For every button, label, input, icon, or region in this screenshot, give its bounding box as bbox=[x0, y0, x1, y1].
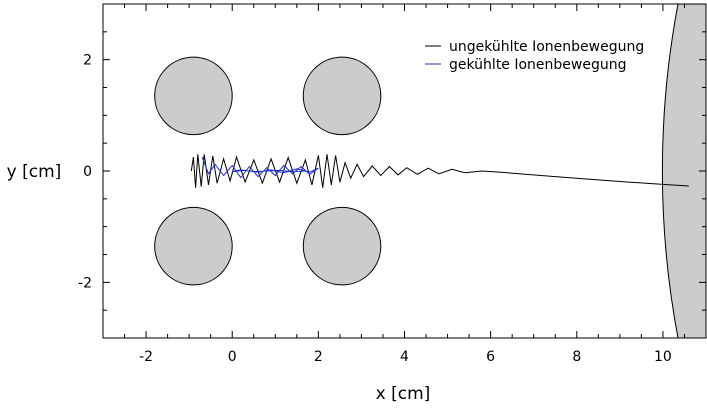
series-line-1 bbox=[190, 154, 689, 188]
x-tick-label: -2 bbox=[139, 349, 153, 365]
electrode-circle-1 bbox=[154, 56, 233, 136]
tick-labels-layer: -2 0 2 4 6 8 10 -2 0 2 bbox=[78, 53, 672, 365]
x-tick-label: 4 bbox=[400, 349, 409, 365]
x-axis-label: x [cm] bbox=[376, 384, 431, 404]
x-tick-label: 6 bbox=[486, 349, 495, 365]
y-tick-label: 0 bbox=[83, 164, 92, 180]
legend-label-gekuehlt: gekühlte Ionenbewegung bbox=[449, 57, 627, 73]
x-tick-label: 10 bbox=[654, 349, 672, 365]
y-tick-label: -2 bbox=[78, 275, 92, 291]
x-tick-label: 0 bbox=[228, 349, 237, 365]
electrode-circle-3 bbox=[154, 206, 233, 286]
series-line-2 bbox=[201, 156, 319, 179]
electrode-circle-2 bbox=[302, 56, 382, 136]
electrodes-layer bbox=[154, 4, 706, 338]
detector-arc bbox=[661, 4, 706, 338]
electrode-circle-4 bbox=[302, 206, 382, 286]
legend-label-ungekuehlt: ungekühlte Ionenbewegung bbox=[449, 39, 644, 55]
series-layer bbox=[190, 154, 689, 188]
y-axis-label: y [cm] bbox=[7, 162, 62, 182]
ticks-layer bbox=[102, 3, 707, 339]
x-tick-label: 8 bbox=[572, 349, 581, 365]
x-tick-label: 2 bbox=[314, 349, 323, 365]
y-tick-label: 2 bbox=[83, 53, 92, 69]
legend: ungekühlte Ionenbewegung gekühlte Ionenb… bbox=[425, 39, 644, 73]
